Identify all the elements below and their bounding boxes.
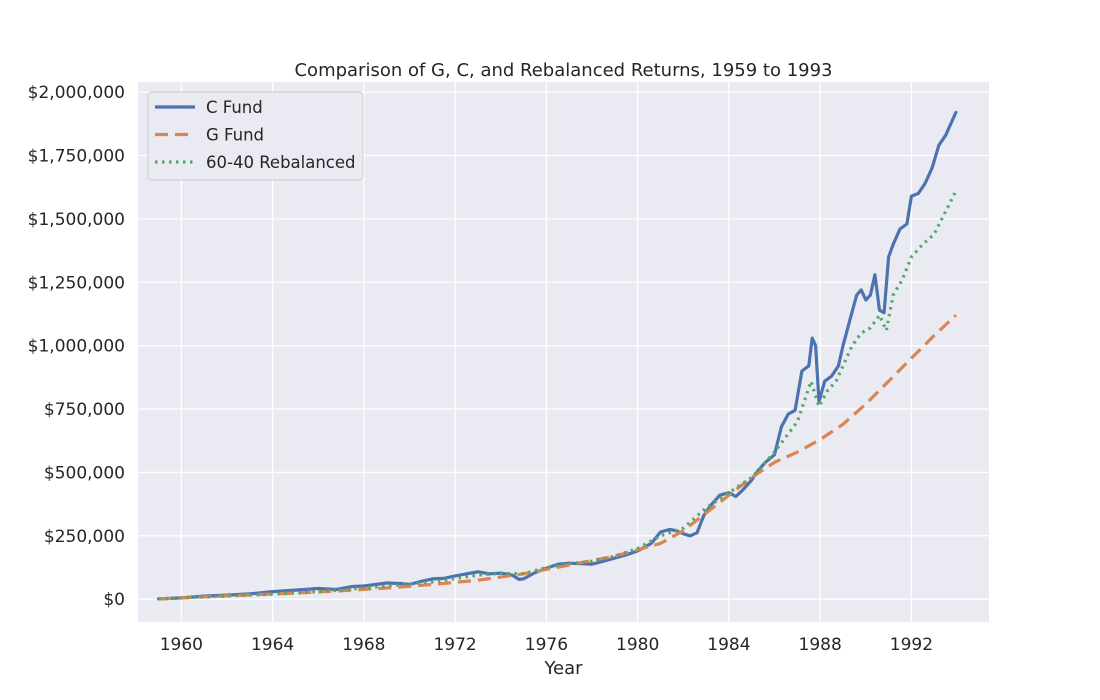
y-tick-label: $1,000,000 (28, 337, 125, 357)
y-tick-label: $500,000 (44, 463, 125, 483)
y-axis-ticks: $0 $250,000 $500,000 $750,000 $1,000,000 $1,2… (28, 83, 125, 610)
x-tick-label: 1984 (707, 635, 750, 655)
x-tick-label: 1992 (890, 635, 933, 655)
x-tick-label: 1960 (160, 635, 203, 655)
y-tick-label: $0 (103, 590, 125, 610)
x-tick-label: 1988 (799, 635, 842, 655)
legend-label: G Fund (206, 126, 264, 145)
x-tick-label: 1980 (616, 635, 659, 655)
legend: C Fund G Fund 60-40 Rebalanced (147, 91, 364, 181)
x-tick-label: 1968 (342, 635, 385, 655)
y-tick-label: $1,750,000 (28, 147, 125, 167)
x-tick-label: 1972 (433, 635, 476, 655)
legend-box (147, 91, 364, 181)
chart-title: Comparison of G, C, and Rebalanced Retur… (294, 60, 832, 81)
y-tick-label: $750,000 (44, 400, 125, 420)
x-tick-label: 1964 (251, 635, 294, 655)
x-axis-ticks: 1960 1964 1968 1972 1976 1980 1984 1988 1992 (160, 635, 933, 655)
y-tick-label: $1,500,000 (28, 210, 125, 230)
legend-label: 60-40 Rebalanced (206, 153, 356, 172)
y-tick-label: $1,250,000 (28, 273, 125, 293)
x-tick-label: 1976 (525, 635, 568, 655)
x-axis-label: Year (543, 658, 583, 679)
y-tick-label: $2,000,000 (28, 83, 125, 103)
legend-label: C Fund (206, 98, 263, 117)
y-tick-label: $250,000 (44, 527, 125, 547)
series-layer (156, 110, 958, 601)
grid-lines (138, 82, 989, 622)
